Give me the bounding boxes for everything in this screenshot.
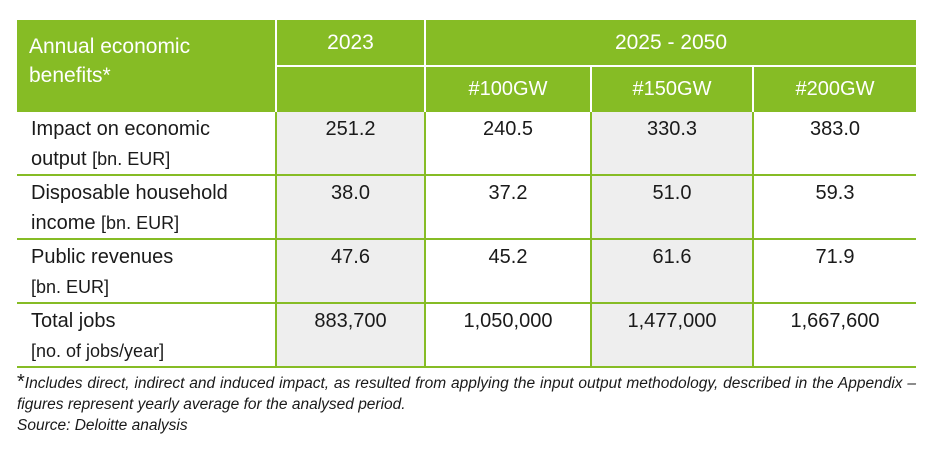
header-label-line1: Annual economic — [29, 35, 191, 58]
row-label: Public revenues [bn. EUR] — [17, 239, 276, 304]
value-200gw: 71.9 — [752, 239, 916, 304]
header-label-line2: benefits* — [29, 64, 111, 87]
row-name: Disposable household — [31, 182, 228, 204]
row-unit: [bn. EUR] — [92, 149, 171, 169]
table-row: Disposable household income [bn. EUR] 38… — [17, 175, 916, 240]
row-name: Impact on economic — [31, 118, 210, 140]
value-2023: 38.0 — [275, 175, 425, 240]
table-notes: *Includes direct, indirect and induced i… — [17, 372, 916, 436]
header-period: 2025 - 2050 — [424, 20, 916, 66]
row-unit: [no. of jobs/year] — [31, 341, 165, 361]
table-row: Total jobs [no. of jobs/year] 883,700 1,… — [17, 303, 916, 368]
economic-benefits-table: Annual economic benefits* 2023 2025 - 20… — [17, 20, 916, 368]
row-name: Total jobs — [31, 310, 116, 332]
value-2023: 47.6 — [275, 239, 425, 304]
table-row: Impact on economic output [bn. EUR] 251.… — [17, 112, 916, 176]
row-name: Public revenues — [31, 246, 174, 268]
footnote-marker: * — [17, 371, 25, 393]
row-name-cont: income — [31, 212, 96, 234]
header-scenario-150gw: #150GW — [590, 65, 753, 112]
value-100gw: 1,050,000 — [424, 303, 591, 368]
row-name-cont: output — [31, 148, 87, 170]
row-unit: [bn. EUR] — [101, 213, 180, 233]
header-year-blank — [275, 65, 425, 112]
header-scenario-100gw: #100GW — [424, 65, 591, 112]
value-200gw: 1,667,600 — [752, 303, 916, 368]
value-2023: 883,700 — [275, 303, 425, 368]
row-label: Disposable household income [bn. EUR] — [17, 175, 276, 240]
header-scenario-200gw: #200GW — [752, 65, 916, 112]
table-row: Public revenues [bn. EUR] 47.6 45.2 61.6… — [17, 239, 916, 304]
header-year: 2023 — [275, 20, 425, 66]
value-100gw: 45.2 — [424, 239, 591, 304]
value-2023: 251.2 — [275, 112, 425, 176]
value-150gw: 1,477,000 — [590, 303, 753, 368]
row-unit: [bn. EUR] — [31, 277, 110, 297]
value-200gw: 59.3 — [752, 175, 916, 240]
footnote-text: Includes direct, indirect and induced im… — [17, 375, 916, 413]
header-label-cell: Annual economic benefits* — [17, 20, 276, 112]
footnote: *Includes direct, indirect and induced i… — [17, 372, 916, 415]
source-note: Source: Deloitte analysis — [17, 417, 188, 434]
value-150gw: 61.6 — [590, 239, 753, 304]
value-150gw: 330.3 — [590, 112, 753, 176]
value-100gw: 37.2 — [424, 175, 591, 240]
value-100gw: 240.5 — [424, 112, 591, 176]
row-label: Total jobs [no. of jobs/year] — [17, 303, 276, 368]
value-150gw: 51.0 — [590, 175, 753, 240]
row-label: Impact on economic output [bn. EUR] — [17, 112, 276, 176]
value-200gw: 383.0 — [752, 112, 916, 176]
